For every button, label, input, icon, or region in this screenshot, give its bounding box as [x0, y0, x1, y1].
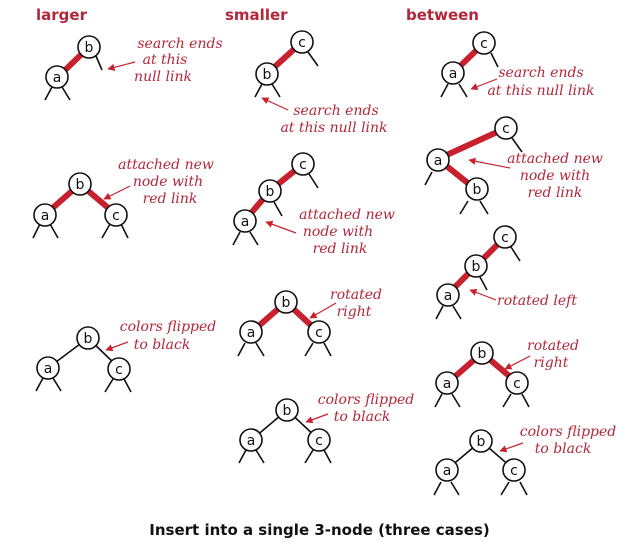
node-a: a	[53, 70, 62, 86]
label-attached2-l2: node with	[303, 224, 373, 240]
node-b: b	[478, 346, 487, 362]
label-attached-l3: red link	[143, 191, 198, 207]
label-attached-l2: node with	[133, 174, 203, 190]
node-b: b	[282, 295, 291, 311]
node-c: c	[315, 433, 323, 449]
node-c: c	[112, 208, 120, 224]
label-attached2-l1: attached new	[299, 207, 395, 223]
label-search-ends3-l2: at this null link	[487, 83, 594, 99]
node-b: b	[283, 403, 292, 419]
larger-step3-tree: b a c	[35, 326, 132, 393]
label-search-ends2-l2: at this null link	[280, 120, 387, 136]
node-b: b	[85, 40, 94, 56]
node-a: a	[444, 288, 453, 304]
label-search-ends-l2: at this	[143, 52, 188, 68]
label-colors-flipped3-l2: to black	[535, 441, 592, 457]
larger-step2-tree: b a c	[32, 172, 129, 239]
between-step1-tree: c a	[440, 31, 499, 98]
node-c: c	[298, 35, 306, 51]
node-c: c	[513, 376, 521, 392]
label-colors-flipped2-l1: colors flipped	[318, 392, 415, 408]
header-larger: larger	[36, 6, 87, 24]
between-step5-tree: b a c	[433, 429, 528, 496]
node-a: a	[443, 376, 452, 392]
label-attached-l1: attached new	[118, 157, 214, 173]
node-a: a	[449, 66, 458, 82]
node-c: c	[315, 325, 323, 341]
figure-caption: Insert into a single 3-node (three cases…	[149, 521, 490, 539]
label-colors-flipped-l1: colors flipped	[120, 319, 217, 335]
node-c: c	[502, 121, 510, 137]
node-b: b	[76, 177, 85, 193]
node-a: a	[247, 433, 256, 449]
label-search-ends2-l1: search ends	[293, 103, 378, 119]
node-c: c	[510, 463, 518, 479]
smaller-step2-tree: c b a	[232, 152, 319, 246]
smaller-step4-tree: b a c	[238, 398, 332, 464]
node-a: a	[247, 325, 256, 341]
header-between: between	[406, 6, 479, 24]
node-a: a	[241, 214, 250, 230]
between-step3-tree: c b a	[435, 225, 521, 320]
smaller-step3-tree: b a c	[237, 290, 332, 357]
node-c: c	[299, 157, 307, 173]
label-attached3-l3: red link	[528, 185, 583, 201]
label-rotated-right2-l2: right	[534, 355, 569, 371]
label-search-ends3-l1: search ends	[498, 65, 583, 81]
smaller-step1-tree: c b	[254, 30, 319, 98]
label-rotated-right-l2: right	[337, 304, 372, 320]
node-c: c	[501, 230, 509, 246]
node-b: b	[472, 259, 481, 275]
label-rotated-right-l1: rotated	[330, 287, 382, 303]
node-a: a	[44, 361, 53, 377]
node-b: b	[263, 67, 272, 83]
header-smaller: smaller	[225, 6, 288, 24]
label-colors-flipped3-l1: colors flipped	[520, 424, 617, 440]
node-b: b	[84, 331, 93, 347]
label-attached3-l1: attached new	[507, 151, 603, 167]
label-search-ends-l1: search ends	[137, 36, 222, 52]
between-step4-tree: b a c	[434, 341, 530, 408]
node-b: b	[473, 182, 482, 198]
node-c: c	[480, 36, 488, 52]
between-step2-tree: c a b	[424, 116, 523, 215]
node-a: a	[434, 153, 443, 169]
label-attached3-l2: node with	[520, 168, 590, 184]
node-a: a	[443, 463, 452, 479]
node-a: a	[41, 208, 50, 224]
label-colors-flipped-l2: to black	[134, 337, 191, 353]
label-rotated-right2-l1: rotated	[527, 338, 579, 354]
node-b: b	[266, 184, 275, 200]
label-search-ends-l3: null link	[134, 69, 192, 85]
node-b: b	[477, 434, 486, 450]
larger-step1-tree: b a	[44, 35, 103, 101]
label-rotated-left: rotated left	[497, 293, 577, 309]
label-colors-flipped2-l2: to black	[334, 409, 391, 425]
label-attached2-l3: red link	[313, 241, 368, 257]
node-c: c	[115, 362, 123, 378]
